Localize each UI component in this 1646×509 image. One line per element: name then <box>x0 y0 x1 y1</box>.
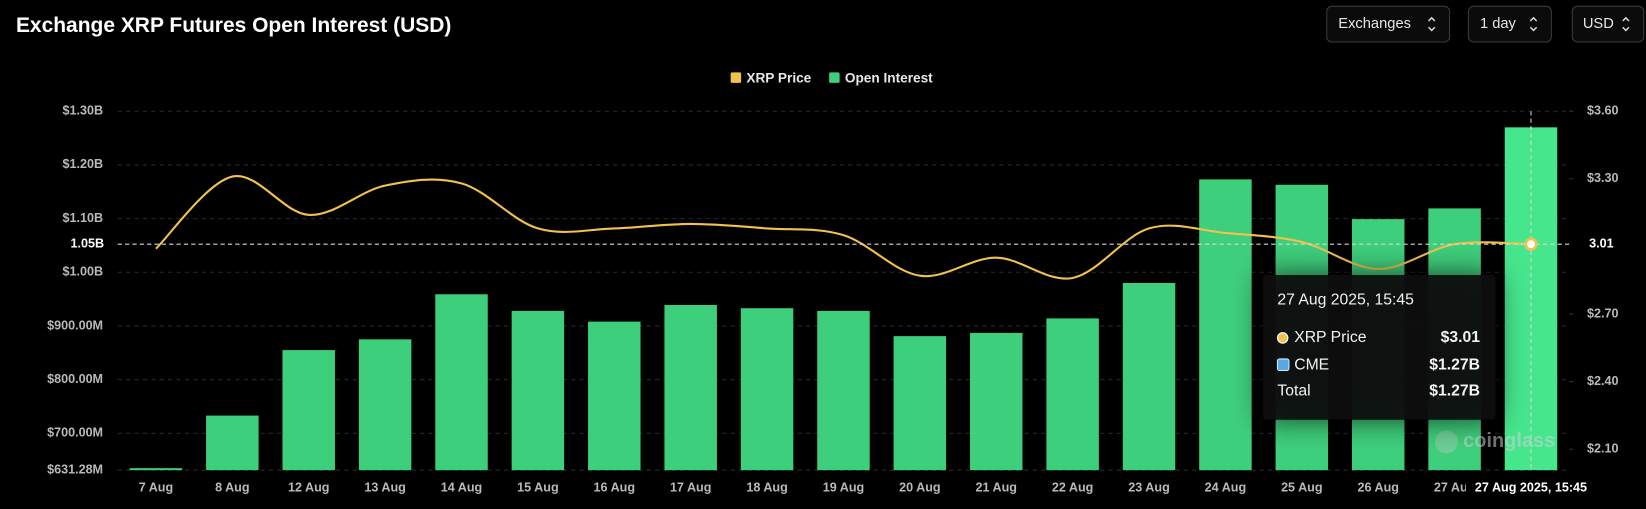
y2-tick-label: $3.60 <box>1587 104 1618 118</box>
control[interactable]: Exchanges <box>1326 5 1451 43</box>
x-tick-label: 7 Aug <box>139 480 173 494</box>
x-tick-label: 17 Aug <box>670 480 711 494</box>
x-tick-label: 25 Aug <box>1281 480 1322 494</box>
chevron <box>1622 16 1630 32</box>
crosshair-y2-label: 3.01 <box>1589 237 1613 251</box>
y-tick-label: $900.00M <box>47 318 103 332</box>
y-tick-label: $800.00M <box>47 372 103 386</box>
legend-swatch <box>730 72 742 83</box>
control-label[interactable]: 1 day <box>1480 16 1517 32</box>
x-tick-label: 13 Aug <box>364 480 405 494</box>
hover-dot <box>1524 237 1538 251</box>
legend-swatch <box>829 72 840 83</box>
bar <box>740 308 794 471</box>
chevron <box>1529 16 1538 32</box>
y2-tick-label: $2.70 <box>1587 306 1618 320</box>
tooltip: 27 Aug 2025, 15:45 XRP Price $3.01 CME $1.27… <box>1262 274 1496 420</box>
y-tick-label: $1.20B <box>62 157 103 171</box>
y2-tick-label: $2.40 <box>1587 374 1618 388</box>
bar <box>817 310 870 471</box>
y2-tick-label: $2.10 <box>1587 442 1618 456</box>
x-tick-label: 12 Aug <box>288 480 329 494</box>
crosshair-y-label: 1.05B <box>71 237 105 251</box>
tooltip-title: 27 Aug 2025, 15:45 <box>1277 291 1414 308</box>
bar <box>129 468 183 471</box>
x-tick-label: 15 Aug <box>517 480 558 494</box>
tooltip-label: Total <box>1277 383 1310 400</box>
x-tick-label: 23 Aug <box>1128 480 1169 494</box>
crosshair-x-box <box>1465 477 1597 498</box>
bar <box>893 336 947 471</box>
bar <box>970 332 1023 471</box>
tooltip-icon <box>1276 332 1289 344</box>
bar <box>206 415 259 471</box>
x-tick-label: 14 Aug <box>441 480 482 494</box>
y-tick-label: $631.28M <box>47 462 103 476</box>
x-tick-label: 22 Aug <box>1052 480 1093 494</box>
x-tick-label: 24 Aug <box>1205 480 1246 494</box>
y-tick-label: $700.00M <box>47 426 103 440</box>
bar <box>358 339 412 471</box>
x-tick-label: 21 Aug <box>976 480 1017 494</box>
x-tick-label: 20 Aug <box>899 480 940 494</box>
y2-tick-label: $3.30 <box>1587 171 1618 185</box>
tooltip-box <box>1262 274 1496 420</box>
control[interactable]: USD <box>1571 5 1645 43</box>
legend-label: XRP Price <box>746 70 811 85</box>
control-label[interactable]: Exchanges <box>1338 16 1411 32</box>
legend-label: Open Interest <box>845 70 933 85</box>
bar <box>1122 282 1176 471</box>
control[interactable]: 1 day <box>1467 5 1552 43</box>
control-box[interactable] <box>1326 5 1451 43</box>
tooltip-value: $3.01 <box>1441 329 1481 346</box>
watermark-logo <box>1434 430 1458 454</box>
chevron <box>1428 16 1436 32</box>
bar <box>664 305 717 471</box>
y-tick-label: $1.00B <box>62 265 103 279</box>
x-tick-label: 26 Aug <box>1357 480 1398 494</box>
control-label[interactable]: USD <box>1583 16 1614 32</box>
bar <box>1199 179 1252 471</box>
watermark: coinglass <box>1463 430 1555 452</box>
tooltip-label: CME <box>1294 356 1329 373</box>
tooltip-value: $1.27B <box>1429 383 1480 400</box>
x-tick-label: 27 Aug <box>1434 480 1475 494</box>
tooltip-icon <box>1276 358 1290 371</box>
control-box[interactable] <box>1467 5 1552 43</box>
crosshair-x-label: 27 Aug 2025, 15:45 <box>1475 480 1587 494</box>
bar <box>282 350 335 471</box>
price-line <box>155 175 1531 280</box>
x-tick-label: 8 Aug <box>215 480 249 494</box>
y-tick-label: $1.30B <box>62 104 103 118</box>
y-tick-label: $1.10B <box>62 211 103 225</box>
bar <box>588 321 641 471</box>
tooltip-label: XRP Price <box>1294 329 1367 346</box>
x-tick-label: 16 Aug <box>594 480 635 494</box>
bar <box>511 310 565 471</box>
bar <box>435 294 488 471</box>
x-tick-label: 18 Aug <box>746 480 787 494</box>
chart-title: Exchange XRP Futures Open Interest (USD) <box>16 14 451 37</box>
control-box[interactable] <box>1571 5 1645 43</box>
tooltip-value: $1.27B <box>1429 356 1480 373</box>
x-tick-label: 19 Aug <box>823 480 864 494</box>
bar <box>1046 318 1099 471</box>
